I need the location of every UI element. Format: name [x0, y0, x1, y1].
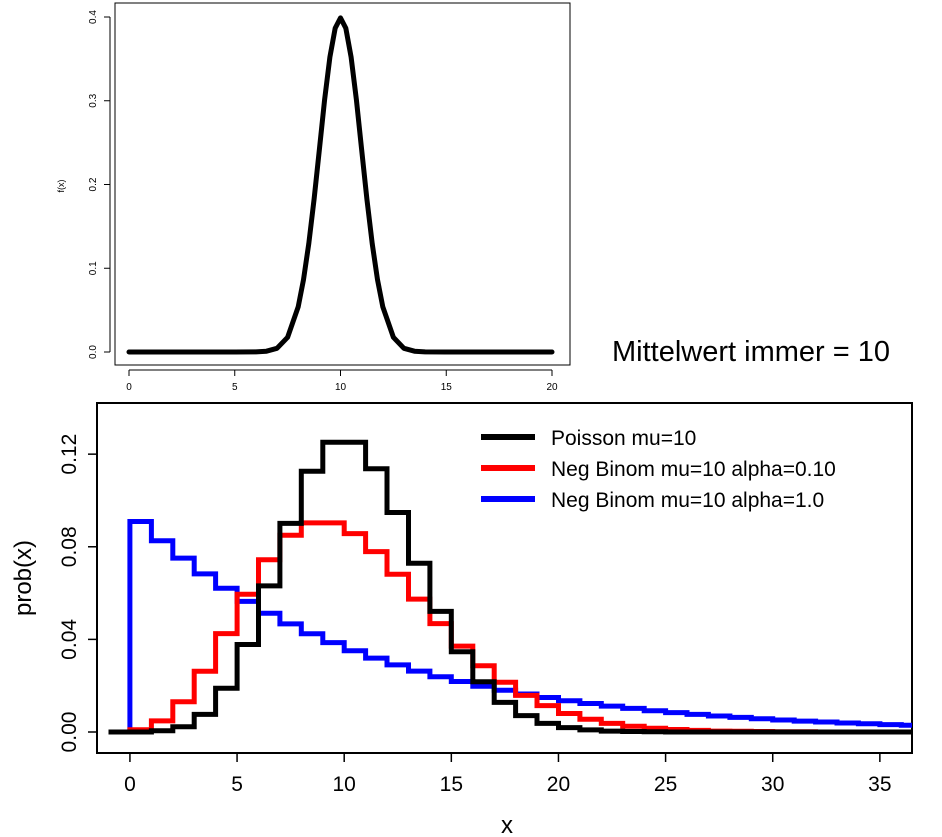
- legend-label: Neg Binom mu=10 alpha=1.0: [551, 489, 824, 512]
- y-axis-label: prob(x): [10, 540, 37, 616]
- x-tick-label: 0: [126, 382, 132, 393]
- x-axis: 0 5 10 15 20 25 30 35: [124, 753, 892, 796]
- x-tick-label: 15: [441, 382, 453, 393]
- series-group: [108, 439, 912, 735]
- series-group: [126, 15, 555, 355]
- plot-frame: [96, 402, 913, 754]
- x-tick-label: 5: [231, 773, 243, 796]
- y-tick-label: 0.12: [58, 434, 81, 475]
- y-tick-label: 0.0: [88, 345, 99, 359]
- legend: Poisson mu=10 Neg Binom mu=10 alpha=0.10 N…: [481, 427, 836, 512]
- x-tick-label: 25: [654, 773, 677, 796]
- annotation-text: Mittelwert immer = 10: [612, 336, 890, 368]
- legend-label: Poisson mu=10: [551, 427, 696, 450]
- x-tick-label: 5: [232, 382, 238, 393]
- y-axis: 0.0 0.1 0.2 0.3 0.4: [88, 10, 111, 359]
- y-tick-label: 0.08: [58, 526, 81, 567]
- x-tick-label: 10: [335, 382, 347, 393]
- step-series-line: [108, 439, 912, 735]
- y-tick-label: 0.2: [88, 177, 99, 191]
- x-axis: 0 5 10 15 20: [126, 369, 558, 393]
- normal-density-chart: 0 5 10 15 20 0.0 0.1 0.2 0.3 0.4 f(x): [56, 2, 571, 393]
- density-curve: [126, 15, 555, 355]
- x-axis-label: x: [501, 812, 513, 837]
- y-tick-label: 0.00: [58, 712, 81, 753]
- x-tick-label: 0: [124, 773, 136, 796]
- x-tick-label: 20: [547, 773, 570, 796]
- y-tick-label: 0.4: [88, 10, 99, 24]
- y-axis: 0.00 0.04 0.08 0.12: [58, 434, 97, 753]
- x-tick-label: 20: [546, 382, 558, 393]
- plot-frame: [114, 2, 571, 366]
- y-tick-label: 0.3: [88, 93, 99, 107]
- count-distribution-chart: 0 5 10 15 20 25 30 35 0.00 0.04 0.08 0.12 x prob(x…: [10, 402, 913, 837]
- y-tick-label: 0.04: [58, 619, 81, 660]
- y-axis-label: f(x): [56, 180, 66, 193]
- x-tick-label: 35: [868, 773, 891, 796]
- x-tick-label: 10: [333, 773, 356, 796]
- x-tick-label: 15: [440, 773, 463, 796]
- x-tick-label: 30: [761, 773, 784, 796]
- legend-label: Neg Binom mu=10 alpha=0.10: [551, 458, 836, 481]
- y-tick-label: 0.1: [88, 261, 99, 275]
